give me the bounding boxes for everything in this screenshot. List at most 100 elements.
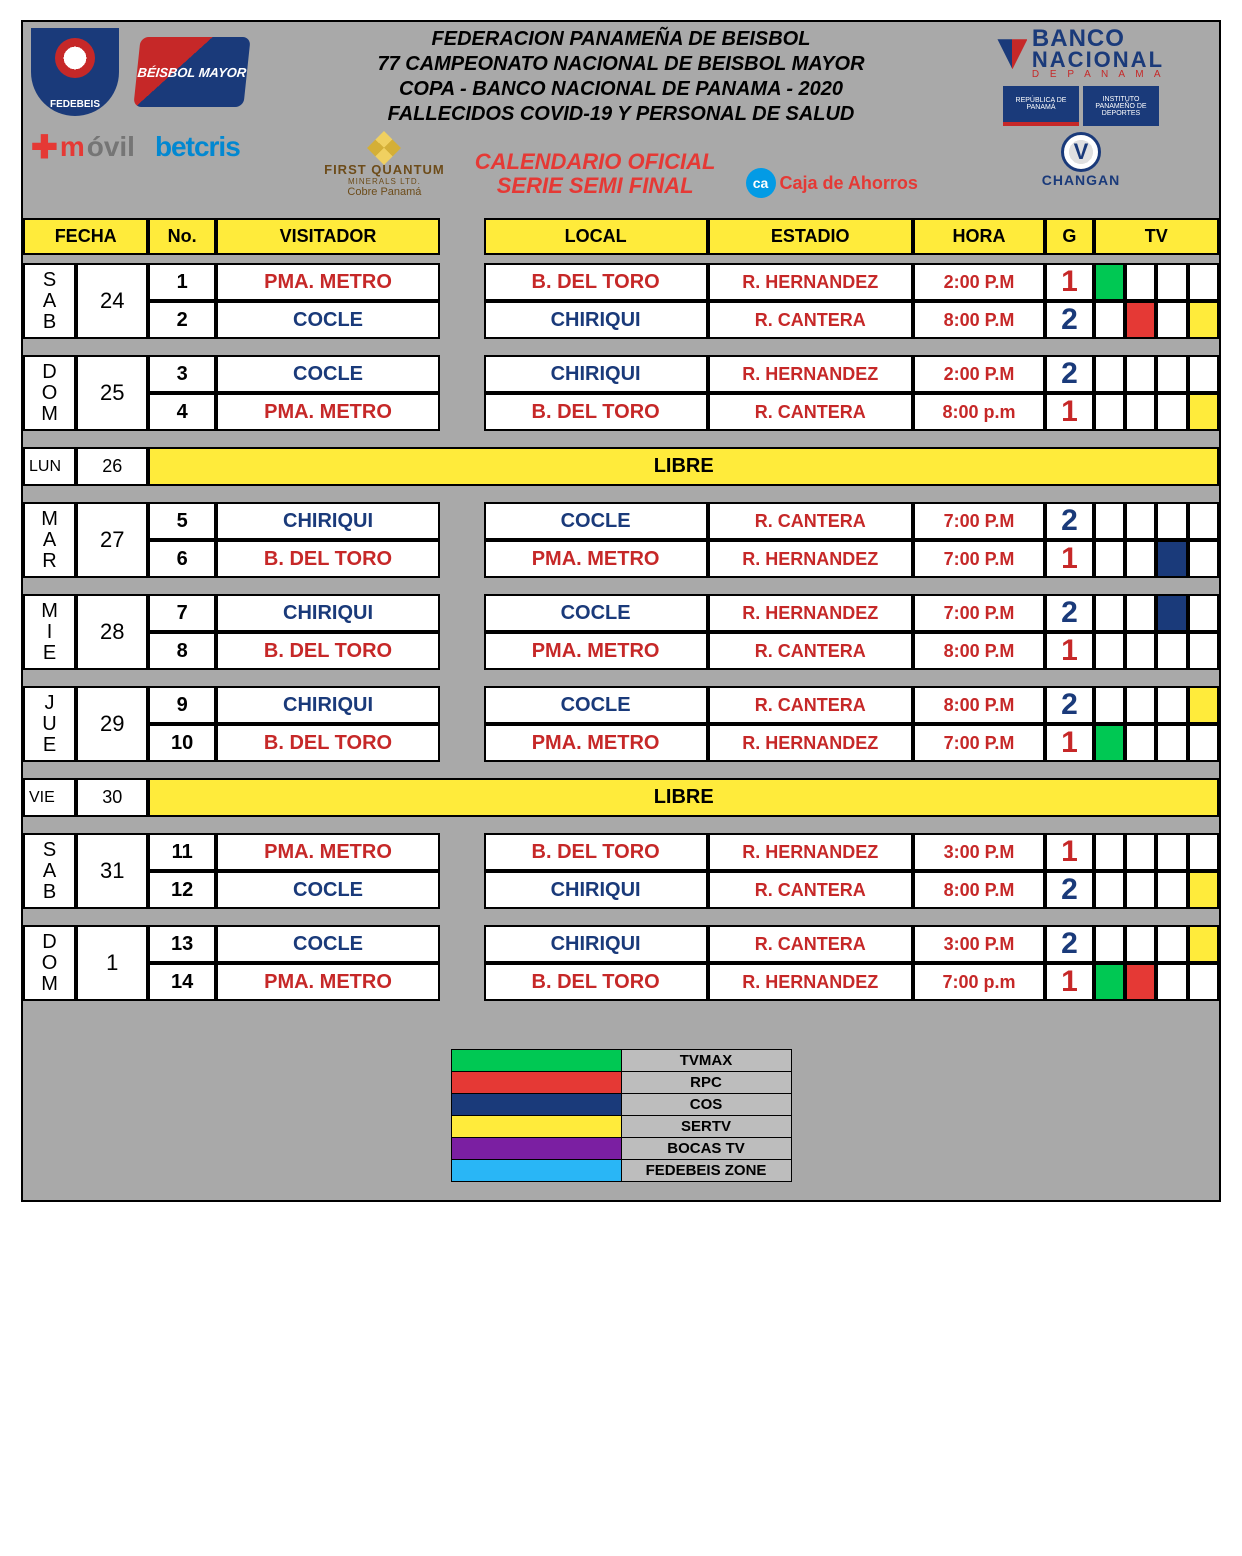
- day-abbrev: DOM: [23, 355, 76, 431]
- series-number: 2: [1045, 502, 1093, 540]
- game-time: 7:00 P.M: [913, 540, 1046, 578]
- series-number: 1: [1045, 833, 1093, 871]
- calendar-title-1: CALENDARIO OFICIAL: [475, 150, 716, 174]
- tv-slot: [1156, 724, 1187, 762]
- game-row: 14PMA. METROB. DEL TOROR. HERNANDEZ7:00 …: [23, 963, 1219, 1001]
- game-no: 6: [148, 540, 216, 578]
- gap: [440, 263, 462, 301]
- stadium: R. CANTERA: [708, 686, 913, 724]
- stadium: R. HERNANDEZ: [708, 594, 913, 632]
- local-team: CHIRIQUI: [484, 925, 708, 963]
- gap: [440, 540, 462, 578]
- tv-slot: [1156, 963, 1187, 1001]
- game-row: DOM113COCLECHIRIQUIR. CANTERA3:00 P.M2: [23, 925, 1219, 963]
- game-no: 14: [148, 963, 216, 1001]
- tv-slot: [1094, 263, 1125, 301]
- visitor-team: CHIRIQUI: [216, 502, 440, 540]
- banco-nacional-logo: BANCO NACIONAL D E P A N A M A: [997, 28, 1164, 80]
- series-number: 1: [1045, 963, 1093, 1001]
- series-number: 2: [1045, 686, 1093, 724]
- gap: [462, 925, 484, 963]
- game-no: 10: [148, 724, 216, 762]
- game-row: SAB241PMA. METROB. DEL TOROR. HERNANDEZ2…: [23, 263, 1219, 301]
- series-number: 2: [1045, 301, 1093, 339]
- stadium: R. CANTERA: [708, 925, 913, 963]
- local-team: B. DEL TORO: [484, 393, 708, 431]
- libre-row: VIE30LIBRE: [23, 778, 1219, 817]
- visitor-team: PMA. METRO: [216, 963, 440, 1001]
- tv-slot: [1188, 871, 1219, 909]
- tv-slot: [1188, 594, 1219, 632]
- gap: [440, 502, 462, 540]
- series-number: 1: [1045, 540, 1093, 578]
- tv-slot: [1125, 833, 1156, 871]
- tv-slot: [1188, 724, 1219, 762]
- tv-slot: [1156, 871, 1187, 909]
- game-row: SAB3111PMA. METROB. DEL TOROR. HERNANDEZ…: [23, 833, 1219, 871]
- gap: [440, 686, 462, 724]
- calendar-title-2: SERIE SEMI FINAL: [475, 174, 716, 198]
- day-abbrev: JUE: [23, 686, 76, 762]
- gap: [440, 871, 462, 909]
- patch-panama: REPÚBLICA DE PANAMÁ: [1003, 86, 1079, 126]
- series-number: 2: [1045, 925, 1093, 963]
- col-local: LOCAL: [484, 218, 708, 255]
- stadium: R. CANTERA: [708, 393, 913, 431]
- game-row: 10B. DEL TOROPMA. METROR. HERNANDEZ7:00 …: [23, 724, 1219, 762]
- legend-row: SERTV: [451, 1116, 791, 1138]
- legend-label: RPC: [621, 1072, 791, 1094]
- series-number: 1: [1045, 632, 1093, 670]
- col-g: G: [1045, 218, 1093, 255]
- gap: [462, 301, 484, 339]
- plus-icon: ✚: [31, 128, 58, 166]
- patch-pandeportes: INSTITUTO PANAMEÑO DE DEPORTES: [1083, 86, 1159, 126]
- col-no: No.: [148, 218, 216, 255]
- game-no: 4: [148, 393, 216, 431]
- changan-logo: V CHANGAN: [1042, 132, 1121, 188]
- legend-swatch: [451, 1116, 621, 1138]
- subtitle-block: CALENDARIO OFICIAL SERIE SEMI FINAL: [475, 150, 716, 198]
- local-team: B. DEL TORO: [484, 263, 708, 301]
- stadium: R. HERNANDEZ: [708, 263, 913, 301]
- tv-slot: [1156, 301, 1187, 339]
- date-cell: 26: [76, 447, 148, 486]
- legend-row: FEDEBEIS ZONE: [451, 1160, 791, 1182]
- legend-swatch: [451, 1160, 621, 1182]
- date-cell: 25: [76, 355, 148, 431]
- gap: [462, 540, 484, 578]
- tv-slot: [1188, 686, 1219, 724]
- legend-label: SERTV: [621, 1116, 791, 1138]
- tv-slot: [1156, 263, 1187, 301]
- changan-v-icon: V: [1061, 132, 1101, 172]
- libre-label: LIBRE: [148, 447, 1219, 486]
- gap: [462, 393, 484, 431]
- game-time: 3:00 P.M: [913, 925, 1046, 963]
- game-row: MIE287CHIRIQUICOCLER. HERNANDEZ7:00 P.M2: [23, 594, 1219, 632]
- stadium: R. CANTERA: [708, 632, 913, 670]
- col-stadium: ESTADIO: [708, 218, 913, 255]
- series-number: 2: [1045, 594, 1093, 632]
- tv-slot: [1156, 925, 1187, 963]
- visitor-team: COCLE: [216, 355, 440, 393]
- tv-slot: [1094, 833, 1125, 871]
- gap: [440, 833, 462, 871]
- game-no: 7: [148, 594, 216, 632]
- legend-swatch: [451, 1094, 621, 1116]
- tv-slot: [1094, 393, 1125, 431]
- day-abbrev: DOM: [23, 925, 76, 1001]
- gap: [462, 871, 484, 909]
- stadium: R. HERNANDEZ: [708, 540, 913, 578]
- visitor-team: COCLE: [216, 871, 440, 909]
- game-row: 8B. DEL TOROPMA. METROR. CANTERA8:00 P.M…: [23, 632, 1219, 670]
- game-time: 8:00 P.M: [913, 686, 1046, 724]
- schedule-page: FEDEBEIS BÉISBOL MAYOR ✚móvil betcris FE…: [21, 20, 1221, 1202]
- legend-swatch: [451, 1072, 621, 1094]
- legend-swatch: [451, 1138, 621, 1160]
- game-row: 4PMA. METROB. DEL TOROR. CANTERA8:00 p.m…: [23, 393, 1219, 431]
- tv-slot: [1125, 632, 1156, 670]
- tv-slot: [1125, 393, 1156, 431]
- tv-slot: [1125, 502, 1156, 540]
- tv-slot: [1156, 355, 1187, 393]
- tv-slot: [1156, 594, 1187, 632]
- tv-slot: [1156, 540, 1187, 578]
